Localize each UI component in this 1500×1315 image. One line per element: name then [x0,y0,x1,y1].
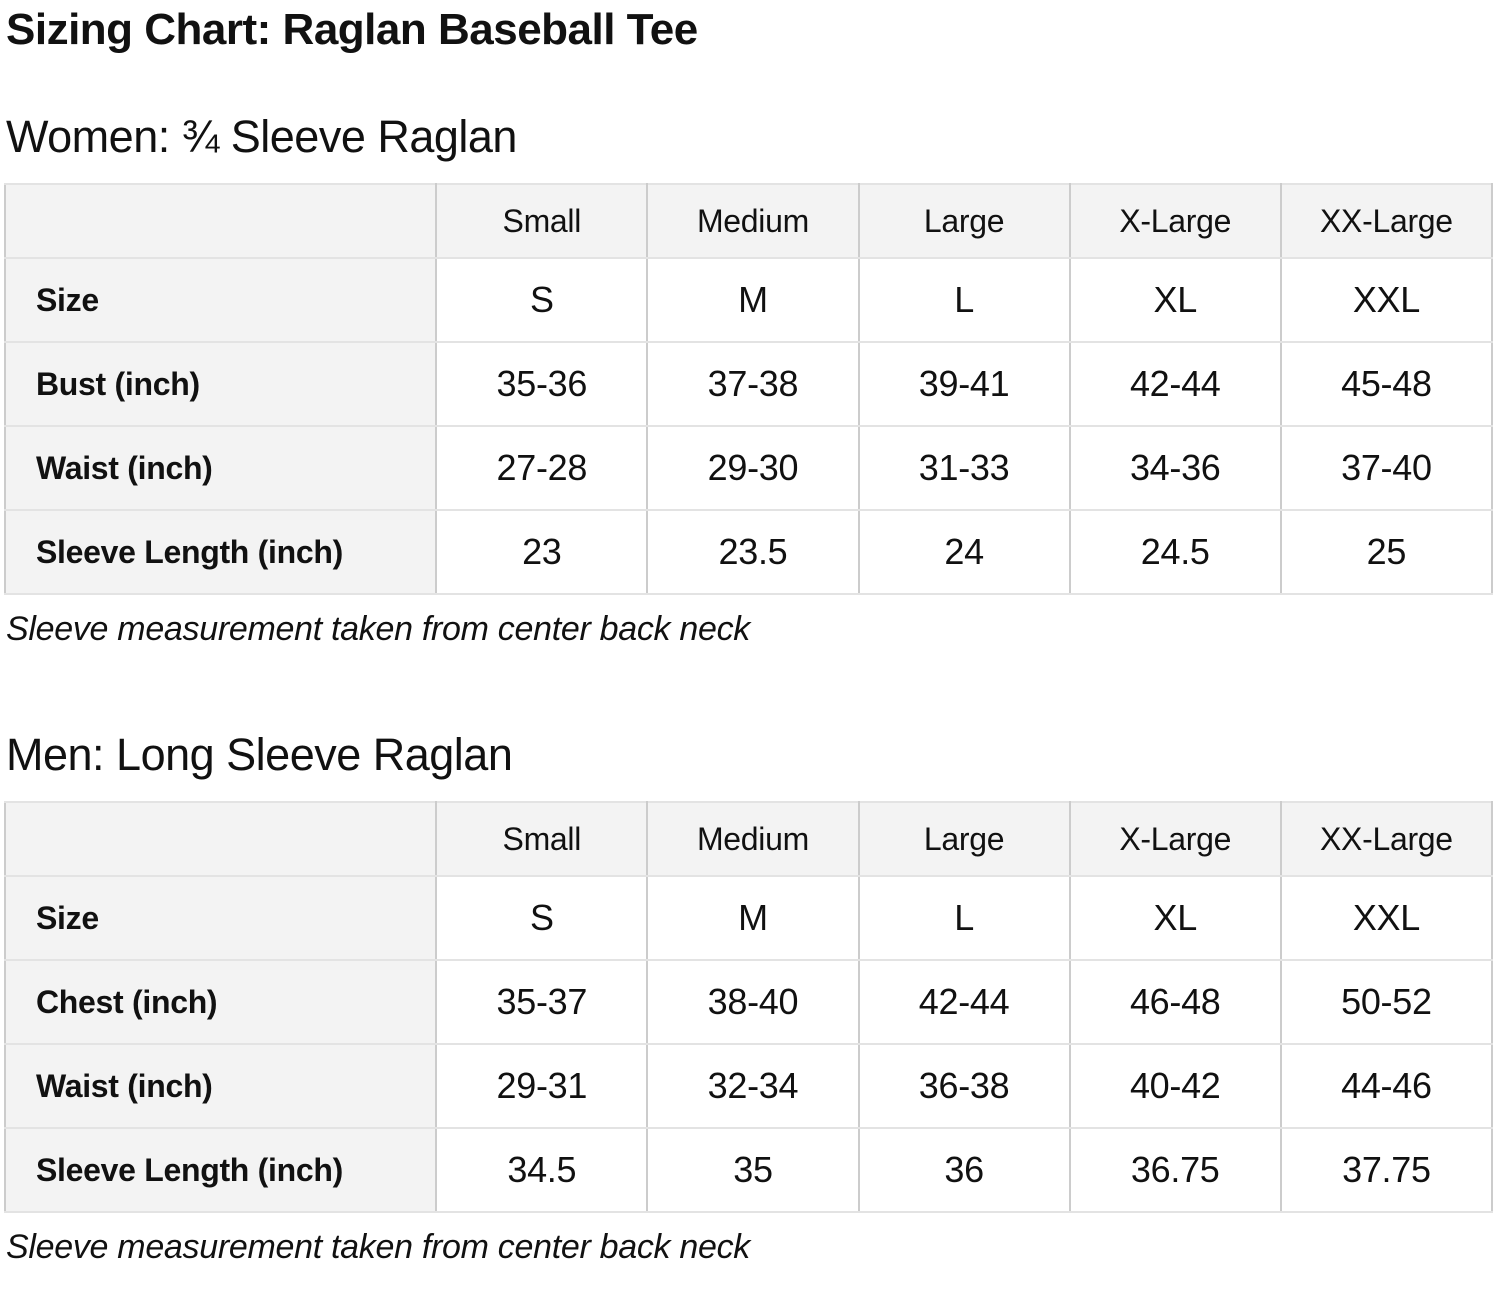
table-row: Waist (inch) 27-28 29-30 31-33 34-36 37-40 [3,425,1494,511]
table-row: Waist (inch) 29-31 32-34 36-38 40-42 44-46 [3,1043,1494,1129]
measurement-cell: 50-52 [1279,959,1494,1045]
measurement-cell: L [857,875,1071,961]
column-header-xx-large: XX-Large [1279,183,1494,259]
column-header-small: Small [435,183,649,259]
column-header-medium: Medium [646,801,860,877]
table-row: Chest (inch) 35-37 38-40 42-44 46-48 50-52 [3,959,1494,1045]
measurement-cell: 24 [857,509,1071,595]
corner-cell [3,801,438,877]
column-header-row: Small Medium Large X-Large XX-Large [3,183,1494,259]
measurement-cell: 36-38 [857,1043,1071,1129]
men-section: Men: Long Sleeve Raglan Small Medium Large… [3,729,1494,1267]
measurement-cell: 34.5 [435,1127,649,1213]
measurement-cell: 27-28 [435,425,649,511]
women-sleeve-footnote: Sleeve measurement taken from center bac… [6,610,751,648]
table-row: Sleeve Length (inch) 34.5 35 36 36.75 37.75 [3,1127,1494,1213]
measurement-cell: 23.5 [646,509,860,595]
page-title: Sizing Chart: Raglan Baseball Tee [6,5,698,54]
measurement-cell: 46-48 [1068,959,1282,1045]
women-heading: Women: ¾ Sleeve Raglan [6,111,517,162]
measurement-cell: 31-33 [857,425,1071,511]
table-row: Sleeve Length (inch) 23 23.5 24 24.5 25 [3,509,1494,595]
men-sizing-table: Small Medium Large X-Large XX-Large Size S M L XL… [3,801,1494,1213]
row-header-waist-inch-: Waist (inch) [3,425,438,511]
measurement-cell: L [857,257,1071,343]
measurement-cell: 23 [435,509,649,595]
men-sleeve-footnote: Sleeve measurement taken from center bac… [6,1228,751,1266]
table-row: Bust (inch) 35-36 37-38 39-41 42-44 45-48 [3,341,1494,427]
row-header-chest-inch-: Chest (inch) [3,959,438,1045]
measurement-cell: 35-37 [435,959,649,1045]
measurement-cell: 42-44 [1068,341,1282,427]
measurement-cell: XL [1068,875,1282,961]
column-header-large: Large [857,183,1071,259]
measurement-cell: M [646,257,860,343]
measurement-cell: 36 [857,1127,1071,1213]
women-section: Women: ¾ Sleeve Raglan Small Medium Large X… [3,111,1494,649]
column-header-row: Small Medium Large X-Large XX-Large [3,801,1494,877]
measurement-cell: 35 [646,1127,860,1213]
row-header-waist-inch-: Waist (inch) [3,1043,438,1129]
measurement-cell: 36.75 [1068,1127,1282,1213]
column-header-medium: Medium [646,183,860,259]
column-header-x-large: X-Large [1068,183,1282,259]
measurement-cell: S [435,875,649,961]
measurement-cell: 29-30 [646,425,860,511]
measurement-cell: 35-36 [435,341,649,427]
measurement-cell: 37.75 [1279,1127,1494,1213]
measurement-cell: 40-42 [1068,1043,1282,1129]
men-heading: Men: Long Sleeve Raglan [6,729,513,780]
measurement-cell: M [646,875,860,961]
table-row: Size S M L XL XXL [3,257,1494,343]
measurement-cell: 38-40 [646,959,860,1045]
measurement-cell: 45-48 [1279,341,1494,427]
table-row: Size S M L XL XXL [3,875,1494,961]
measurement-cell: 37-38 [646,341,860,427]
measurement-cell: 24.5 [1068,509,1282,595]
measurement-cell: 44-46 [1279,1043,1494,1129]
measurement-cell: XXL [1279,257,1494,343]
measurement-cell: 25 [1279,509,1494,595]
column-header-x-large: X-Large [1068,801,1282,877]
measurement-cell: 29-31 [435,1043,649,1129]
measurement-cell: 34-36 [1068,425,1282,511]
measurement-cell: 39-41 [857,341,1071,427]
row-header-sleeve-length-inch-: Sleeve Length (inch) [3,509,438,595]
row-header-size: Size [3,875,438,961]
row-header-sleeve-length-inch-: Sleeve Length (inch) [3,1127,438,1213]
row-header-bust-inch-: Bust (inch) [3,341,438,427]
measurement-cell: S [435,257,649,343]
measurement-cell: 32-34 [646,1043,860,1129]
column-header-xx-large: XX-Large [1279,801,1494,877]
measurement-cell: XXL [1279,875,1494,961]
measurement-cell: XL [1068,257,1282,343]
women-sizing-table: Small Medium Large X-Large XX-Large Size S M L XL… [3,183,1494,595]
column-header-small: Small [435,801,649,877]
column-header-large: Large [857,801,1071,877]
measurement-cell: 37-40 [1279,425,1494,511]
row-header-size: Size [3,257,438,343]
corner-cell [3,183,438,259]
measurement-cell: 42-44 [857,959,1071,1045]
